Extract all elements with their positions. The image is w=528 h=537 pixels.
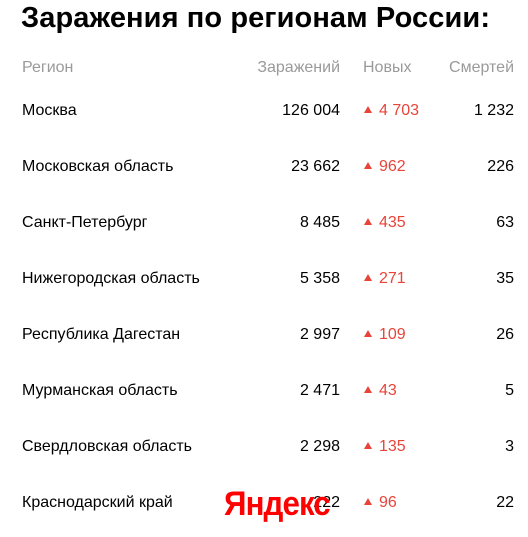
triangle-up-icon xyxy=(364,330,372,337)
total-cases: 222 xyxy=(313,494,340,511)
deaths: 3 xyxy=(505,438,514,455)
table-row: Республика Дагестан 2 997 109 26 xyxy=(0,310,528,366)
table-row: Мурманская область 2 471 43 5 xyxy=(0,366,528,422)
new-cases-value: 271 xyxy=(379,270,406,287)
column-header-total: Заражений xyxy=(257,59,340,76)
total-cases: 2 997 xyxy=(299,326,340,343)
table-header: Регион Заражений Новых Смертей xyxy=(0,50,528,86)
table-row: Московская область 23 662 962 226 xyxy=(0,142,528,198)
new-cases-value: 135 xyxy=(379,438,406,455)
new-cases-value: 435 xyxy=(379,214,406,231)
new-cases-value: 43 xyxy=(379,382,397,399)
triangle-up-icon xyxy=(364,498,372,505)
new-cases: 271 xyxy=(364,270,406,288)
regions-table: Регион Заражений Новых Смертей Москва 12… xyxy=(0,50,528,534)
new-cases: 435 xyxy=(364,214,406,232)
new-cases: 4 703 xyxy=(364,102,419,120)
column-header-deaths: Смертей xyxy=(449,59,514,76)
deaths: 226 xyxy=(487,158,514,175)
deaths: 22 xyxy=(496,494,514,511)
deaths: 63 xyxy=(496,214,514,231)
new-cases-value: 4 703 xyxy=(379,102,420,119)
table-row: Москва 126 004 4 703 1 232 xyxy=(0,86,528,142)
region-name: Москва xyxy=(22,102,77,119)
total-cases: 2 298 xyxy=(299,438,340,455)
table-row: Свердловская область 2 298 135 3 xyxy=(0,422,528,478)
triangle-up-icon xyxy=(364,386,372,393)
deaths: 5 xyxy=(505,382,514,399)
region-name: Санкт-Петербург xyxy=(22,214,148,231)
table-row: Краснодарский край 222 96 22 xyxy=(0,478,528,534)
yandex-logo: Яндекс xyxy=(224,485,331,523)
region-name: Мурманская область xyxy=(22,382,178,399)
new-cases-value: 96 xyxy=(379,494,397,511)
table-row: Санкт-Петербург 8 485 435 63 xyxy=(0,198,528,254)
region-name: Нижегородская область xyxy=(22,270,200,287)
total-cases: 5 358 xyxy=(299,270,340,287)
column-header-new: Новых xyxy=(363,59,412,76)
new-cases-value: 109 xyxy=(379,326,406,343)
total-cases: 23 662 xyxy=(291,158,340,175)
new-cases: 109 xyxy=(364,326,406,344)
region-name: Московская область xyxy=(22,158,174,175)
new-cases: 96 xyxy=(364,494,397,512)
triangle-up-icon xyxy=(364,162,372,169)
triangle-up-icon xyxy=(364,442,372,449)
deaths: 26 xyxy=(496,326,514,343)
total-cases: 8 485 xyxy=(299,214,340,231)
triangle-up-icon xyxy=(364,274,372,281)
triangle-up-icon xyxy=(364,218,372,225)
deaths: 35 xyxy=(496,270,514,287)
column-header-region: Регион xyxy=(22,59,74,76)
table-row: Нижегородская область 5 358 271 35 xyxy=(0,254,528,310)
total-cases: 2 471 xyxy=(299,382,340,399)
triangle-up-icon xyxy=(364,106,372,113)
region-name: Республика Дагестан xyxy=(22,326,181,343)
deaths: 1 232 xyxy=(473,102,514,119)
region-name: Краснодарский край xyxy=(22,494,173,511)
page-title: Заражения по регионам России: xyxy=(21,2,491,34)
new-cases: 962 xyxy=(364,158,406,176)
region-name: Свердловская область xyxy=(22,438,192,455)
new-cases: 43 xyxy=(364,382,397,400)
new-cases-value: 962 xyxy=(379,158,406,175)
new-cases: 135 xyxy=(364,438,406,456)
total-cases: 126 004 xyxy=(282,102,340,119)
